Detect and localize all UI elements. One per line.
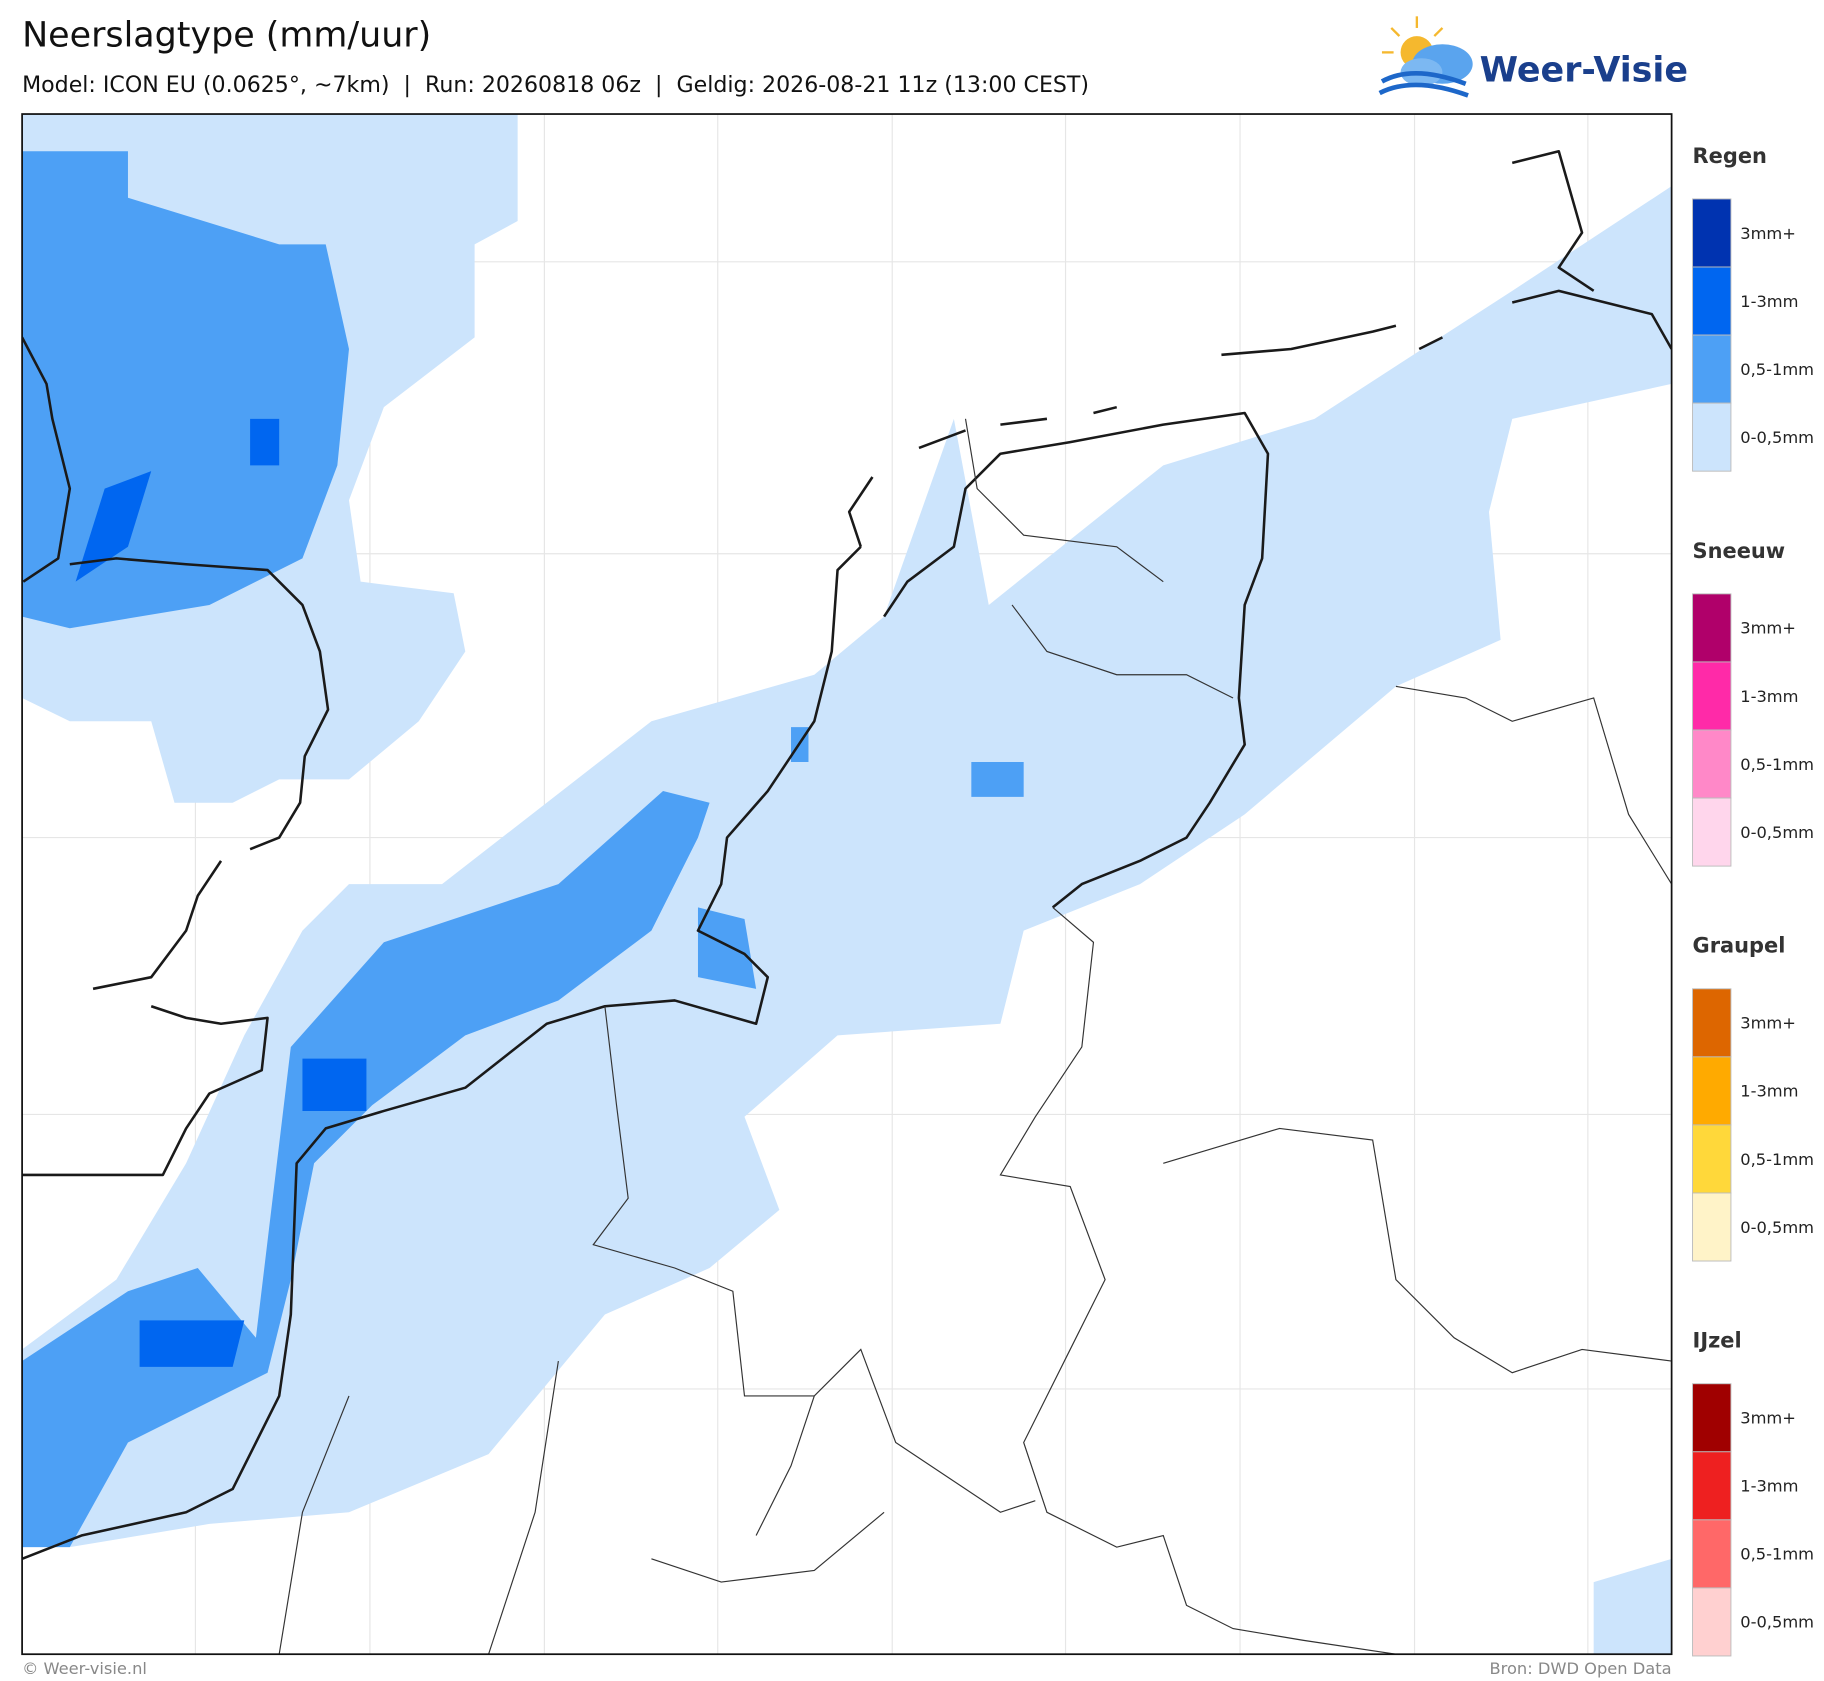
logo-text: Weer-Visie xyxy=(1480,50,1688,90)
map xyxy=(22,114,1672,1655)
legend-swatch xyxy=(1692,334,1732,404)
legend-label: 3mm+ xyxy=(1740,619,1796,638)
footer-right: Bron: DWD Open Data xyxy=(1489,1659,1671,1678)
legend-swatch xyxy=(1692,1124,1732,1194)
legend-label: 0,5-1mm xyxy=(1740,1545,1814,1564)
legend-swatch xyxy=(1692,661,1732,731)
legend-title: Regen xyxy=(1693,144,1767,168)
legend-label: 0-0,5mm xyxy=(1740,1613,1814,1632)
legend-label: 0-0,5mm xyxy=(1740,1218,1814,1237)
legend-title: Sneeuw xyxy=(1693,539,1786,563)
legend-label: 0,5-1mm xyxy=(1740,360,1814,379)
legend-swatch xyxy=(1692,1383,1732,1453)
legend-swatch xyxy=(1692,988,1732,1058)
legend-label: 0,5-1mm xyxy=(1740,755,1814,774)
legend-swatch xyxy=(1692,593,1732,663)
legend-swatch xyxy=(1692,1192,1732,1262)
legend-label: 3mm+ xyxy=(1740,224,1796,243)
map-frame xyxy=(21,113,1673,1656)
legend-swatch xyxy=(1692,1056,1732,1126)
legend-swatch xyxy=(1692,797,1732,867)
legend-swatch xyxy=(1692,1519,1732,1589)
legend-swatch xyxy=(1692,1587,1732,1657)
legend-swatch xyxy=(1692,729,1732,799)
legend-swatch xyxy=(1692,1451,1732,1521)
footer-left: © Weer-visie.nl xyxy=(22,1659,147,1678)
subtitle: Model: ICON EU (0.0625°, ~7km) | Run: 20… xyxy=(22,72,1089,98)
legend-label: 1-3mm xyxy=(1740,1477,1798,1496)
legend-title: IJzel xyxy=(1693,1329,1742,1353)
legend-label: 3mm+ xyxy=(1740,1014,1796,1033)
legend: Regen 3mm+ 1-3mm 0,5-1mm 0-0,5mm Sneeuw 3mm+ 1-… xyxy=(1692,144,1814,1657)
title: Neerslagtype (mm/uur) xyxy=(22,16,431,56)
legend-label: 1-3mm xyxy=(1740,1082,1798,1101)
legend-label: 1-3mm xyxy=(1740,292,1798,311)
legend-label: 1-3mm xyxy=(1740,687,1798,706)
legend-title: Graupel xyxy=(1693,934,1786,958)
legend-label: 0-0,5mm xyxy=(1740,428,1814,447)
legend-label: 3mm+ xyxy=(1740,1409,1796,1428)
legend-swatch xyxy=(1692,266,1732,336)
legend-swatch xyxy=(1692,198,1732,268)
logo: Weer-Visie xyxy=(1378,16,1688,98)
legend-swatch xyxy=(1692,402,1732,472)
legend-label: 0,5-1mm xyxy=(1740,1150,1814,1169)
legend-label: 0-0,5mm xyxy=(1740,823,1814,842)
